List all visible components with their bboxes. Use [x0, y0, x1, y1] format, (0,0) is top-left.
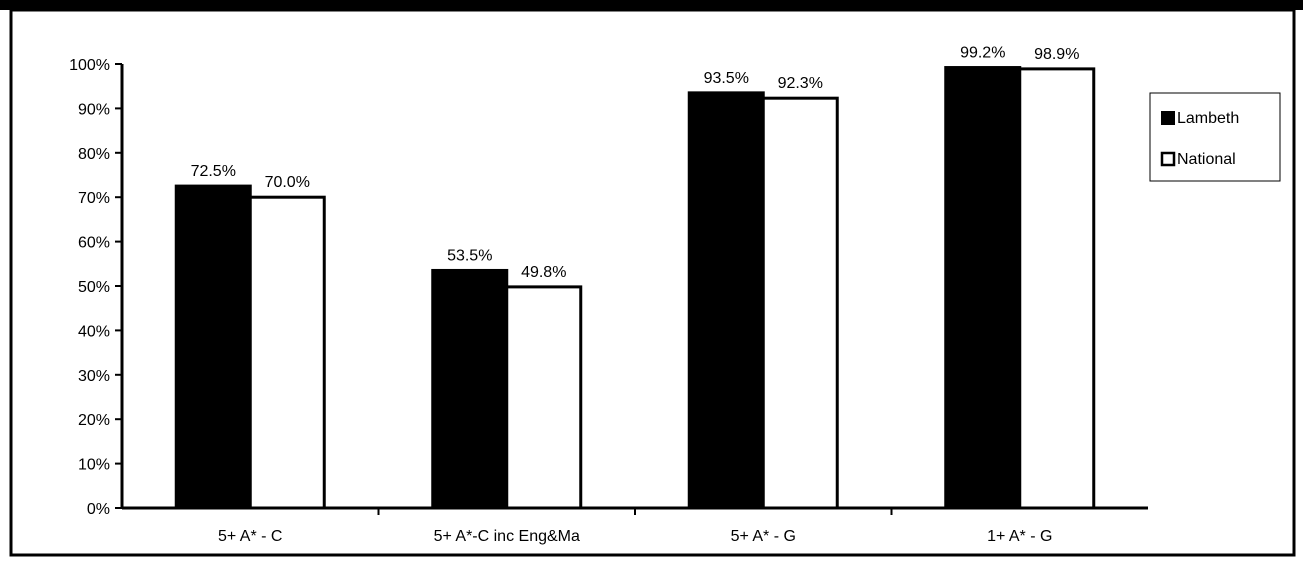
y-tick-label: 20%	[78, 412, 110, 429]
legend-box	[1149, 92, 1281, 182]
data-label-lambeth: 93.5%	[704, 70, 749, 87]
bar-lambeth	[687, 91, 765, 510]
y-tick-label: 40%	[78, 323, 110, 340]
data-label-lambeth: 72.5%	[191, 163, 236, 180]
data-label-national: 70.0%	[265, 174, 310, 191]
y-tick-label: 90%	[78, 101, 110, 118]
y-tick-label: 70%	[78, 190, 110, 207]
bar-lambeth	[174, 184, 252, 510]
y-tick-label: 50%	[78, 279, 110, 296]
y-tick-label: 80%	[78, 146, 110, 163]
y-tick-label: 0%	[87, 501, 110, 518]
data-label-national: 98.9%	[1034, 46, 1079, 63]
legend-swatch-national	[1160, 151, 1176, 167]
data-label-national: 92.3%	[778, 75, 823, 92]
bar-national	[761, 96, 839, 510]
y-tick-label: 100%	[69, 57, 110, 74]
legend-swatch-lambeth	[1161, 111, 1175, 125]
legend: Lambeth National	[1149, 92, 1281, 182]
bar-national	[1018, 67, 1096, 510]
bar-lambeth	[944, 66, 1022, 510]
data-label-lambeth: 99.2%	[960, 45, 1005, 62]
bars-layer	[174, 66, 1096, 510]
data-labels-layer: 72.5% 70.0% 53.5% 49.8% 93.5% 92.3% 99.2% 98.9%	[191, 45, 1080, 281]
axes-layer: 0% 10% 20% 30% 40% 50% 60% 70% 80% 90% 100% 5+ A* -…	[69, 57, 1148, 545]
x-tick-label: 5+ A* - C	[218, 528, 282, 545]
x-tick-label: 5+ A* - G	[731, 528, 796, 545]
title-strip	[0, 0, 1303, 10]
y-tick-label: 10%	[78, 457, 110, 474]
data-label-lambeth: 53.5%	[447, 247, 492, 264]
bar-lambeth	[431, 268, 509, 510]
legend-label-national: National	[1177, 151, 1236, 168]
y-tick-label: 30%	[78, 368, 110, 385]
x-tick-label: 1+ A* - G	[987, 528, 1052, 545]
data-label-national: 49.8%	[521, 264, 566, 281]
legend-label-lambeth: Lambeth	[1177, 110, 1239, 127]
bar-national	[248, 195, 326, 510]
bar-national	[505, 285, 583, 510]
y-tick-label: 60%	[78, 235, 110, 252]
x-tick-label: 5+ A*-C inc Eng&Ma	[434, 528, 580, 545]
